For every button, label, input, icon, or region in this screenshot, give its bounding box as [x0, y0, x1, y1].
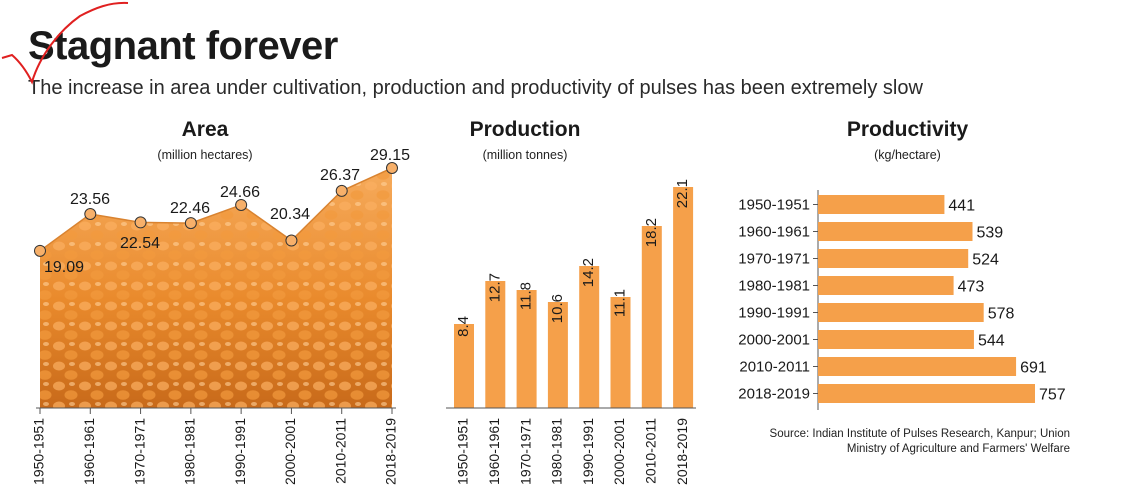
production-value-label: 8.4 [455, 316, 472, 337]
productivity-category-label: 1960-1961 [738, 224, 810, 241]
area-panel-unit: (million hectares) [157, 148, 253, 162]
production-bar [454, 324, 474, 408]
productivity-value-label: 544 [978, 333, 1005, 350]
productivity-category-label: 1950-1951 [738, 197, 810, 214]
area-x-tick-label: 1980-1981 [182, 418, 198, 485]
area-x-tick-label: 2000-2001 [282, 418, 298, 485]
production-value-label: 14.2 [580, 258, 597, 287]
source-note: Source: Indian Institute of Pulses Resea… [769, 428, 1070, 455]
productivity-category-label: 1990-1991 [738, 305, 810, 322]
production-x-tick-label: 1950-1951 [455, 418, 471, 485]
area-line [39, 167, 393, 252]
production-bar [485, 281, 506, 408]
productivity-bar [818, 195, 945, 214]
productivity-value-label: 691 [1020, 360, 1047, 377]
production-value-label: 10.6 [549, 294, 566, 323]
production-x-tick-label: 2010-2011 [643, 418, 659, 484]
area-value-label: 22.54 [120, 235, 160, 252]
area-x-tick-label: 1950-1951 [31, 418, 47, 485]
productivity-panel-title: Productivity [846, 118, 969, 141]
area-value-label: 24.66 [220, 184, 260, 201]
production-value-label: 11.1 [611, 289, 628, 317]
area-value-label: 23.56 [70, 191, 110, 208]
productivity-bar [818, 249, 969, 268]
production-bar [579, 266, 600, 408]
area-panel-title: Area [181, 118, 229, 141]
area-point [34, 244, 46, 257]
area-point [285, 234, 298, 247]
area-value-label: 19.09 [44, 259, 84, 276]
productivity-value-label: 441 [948, 198, 975, 215]
area-value-label: 20.34 [270, 206, 310, 223]
productivity-value-label: 757 [1039, 387, 1066, 404]
productivity-bar [818, 357, 1017, 376]
productivity-bar [818, 384, 1035, 403]
area-point [386, 162, 398, 174]
production-x-tick-label: 1990-1991 [580, 418, 596, 485]
productivity-category-label: 2010-2011 [739, 359, 810, 376]
area-x-tick-label: 2018-2019 [383, 418, 399, 485]
production-x-tick-label: 2000-2001 [611, 418, 627, 485]
red-tick-mark [1, 1, 129, 85]
area-point [84, 208, 97, 221]
production-x-tick-label: 2018-2019 [674, 418, 690, 485]
area-point [184, 217, 197, 230]
production-x-tick-label: 1970-1971 [517, 418, 533, 485]
area-lentil-texture [40, 168, 392, 408]
production-panel-title: Production [469, 118, 581, 141]
productivity-bar [818, 330, 974, 349]
production-value-label: 18.2 [643, 218, 660, 247]
production-bar [641, 226, 662, 408]
productivity-bar [818, 303, 984, 322]
productivity-value-label: 539 [977, 225, 1004, 242]
production-value-label: 12.7 [486, 273, 503, 302]
area-point [134, 216, 147, 229]
productivity-category-label: 1970-1971 [738, 251, 810, 268]
area-value-label: 22.46 [170, 200, 210, 217]
productivity-bar [818, 276, 954, 295]
red-tick-stroke [1, 1, 129, 85]
chart-subtitle: The increase in area under cultivation, … [28, 77, 923, 99]
production-value-label: 22.1 [674, 179, 691, 208]
productivity-panel-unit: (kg/hectare) [874, 148, 941, 162]
productivity-category-label: 2018-2019 [738, 386, 810, 403]
production-bar [610, 297, 631, 408]
productivity-value-label: 473 [958, 279, 985, 296]
productivity-value-label: 578 [988, 306, 1015, 323]
production-bar [547, 302, 568, 408]
production-value-label: 11.8 [518, 282, 535, 310]
area-x-tick-label: 1970-1971 [131, 418, 147, 485]
area-point [335, 184, 348, 197]
productivity-category-label: 2000-2001 [738, 332, 810, 349]
production-x-tick-label: 1960-1961 [486, 418, 502, 485]
area-x-tick-label: 1960-1961 [81, 418, 97, 485]
area-value-label: 29.15 [370, 147, 410, 164]
production-x-tick-label: 1980-1981 [549, 418, 565, 485]
chart-title: Stagnant forever [28, 24, 338, 68]
productivity-category-label: 1980-1981 [738, 278, 810, 295]
productivity-value-label: 524 [972, 252, 999, 269]
productivity-bar [818, 222, 973, 241]
area-value-label: 26.37 [320, 167, 360, 184]
area-point [235, 198, 248, 211]
area-x-tick-label: 1990-1991 [232, 418, 248, 485]
area-x-tick-label: 2010-2011 [332, 418, 348, 484]
production-panel-unit: (million tonnes) [482, 148, 568, 162]
production-bar [516, 290, 537, 408]
production-bar [673, 187, 694, 408]
